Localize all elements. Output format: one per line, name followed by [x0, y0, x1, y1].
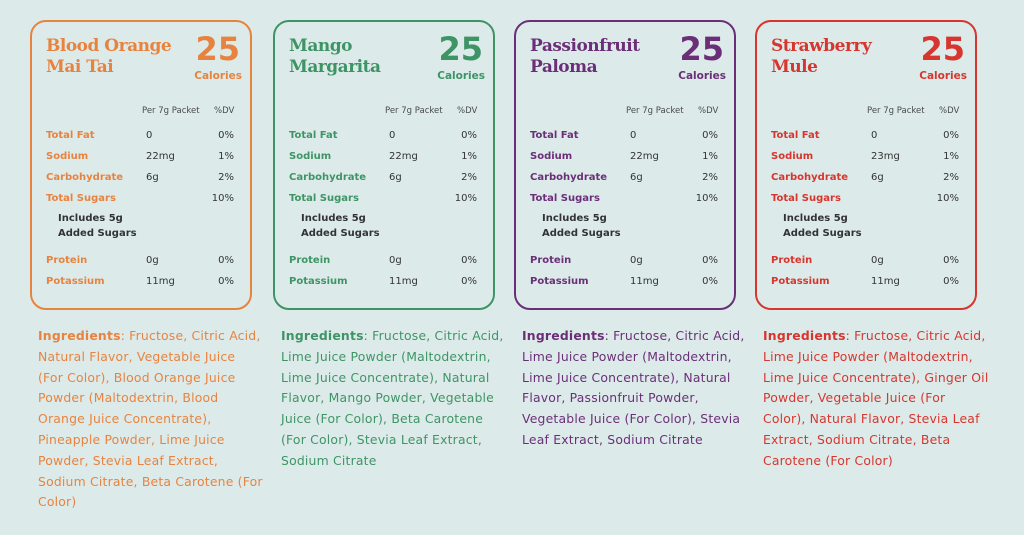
calories-value: 25 — [438, 30, 483, 68]
added-sugars-note: Includes 5g Added Sugars — [783, 213, 862, 239]
calories-value: 25 — [679, 30, 724, 68]
nutrient-row-total-fat: Total Fat 0 0% — [46, 130, 234, 141]
header-per-packet: Per 7g Packet — [867, 106, 925, 116]
header-dv: %DV — [939, 106, 960, 116]
calories-value: 25 — [195, 30, 240, 68]
calories-value: 25 — [920, 30, 965, 68]
header-dv: %DV — [698, 106, 719, 116]
ingredients-text: Ingredients: Fructose, Citric Acid, Lime… — [763, 328, 989, 468]
nutrition-panel: Blood Orange Mai Tai 25 Calories Per 7g … — [30, 20, 252, 310]
nutrient-row-carbohydrate: Carbohydrate 6g 2% — [771, 172, 959, 183]
nutrient-row-total-sugars: Total Sugars 10% — [46, 193, 234, 204]
ingredients-text: Ingredients: Fructose, Citric Acid, Lime… — [522, 328, 745, 447]
added-sugars-note: Includes 5g Added Sugars — [301, 213, 380, 239]
calories-label: Calories — [678, 70, 726, 82]
added-sugars-note: Includes 5g Added Sugars — [542, 213, 621, 239]
nutrient-row-potassium: Potassium 11mg 0% — [530, 276, 718, 287]
nutrient-row-potassium: Potassium 11mg 0% — [46, 276, 234, 287]
nutrient-row-total-sugars: Total Sugars 10% — [289, 193, 477, 204]
nutrient-row-total-fat: Total Fat 0 0% — [530, 130, 718, 141]
calories-label: Calories — [437, 70, 485, 82]
nutrition-panel: Mango Margarita 25 Calories Per 7g Packe… — [273, 20, 495, 310]
nutrient-row-protein: Protein 0g 0% — [530, 255, 718, 266]
ingredients-text: Ingredients: Fructose, Citric Acid, Natu… — [38, 328, 263, 510]
nutrient-row-total-fat: Total Fat 0 0% — [771, 130, 959, 141]
added-sugars-note: Includes 5g Added Sugars — [58, 213, 137, 239]
product-title: Blood Orange Mai Tai — [46, 36, 172, 77]
nutrient-row-sodium: Sodium 22mg 1% — [46, 151, 234, 162]
header-per-packet: Per 7g Packet — [142, 106, 200, 116]
product-title: Strawberry Mule — [771, 36, 872, 77]
calories-label: Calories — [919, 70, 967, 82]
nutrient-row-protein: Protein 0g 0% — [46, 255, 234, 266]
header-per-packet: Per 7g Packet — [626, 106, 684, 116]
product-title: Passionfruit Paloma — [530, 36, 640, 77]
nutrient-row-sodium: Sodium 22mg 1% — [289, 151, 477, 162]
nutrient-row-sodium: Sodium 22mg 1% — [530, 151, 718, 162]
nutrient-row-potassium: Potassium 11mg 0% — [289, 276, 477, 287]
nutrient-row-protein: Protein 0g 0% — [289, 255, 477, 266]
nutrient-row-total-fat: Total Fat 0 0% — [289, 130, 477, 141]
product-title: Mango Margarita — [289, 36, 381, 77]
nutrient-row-carbohydrate: Carbohydrate 6g 2% — [289, 172, 477, 183]
calories-label: Calories — [194, 70, 242, 82]
header-dv: %DV — [457, 106, 478, 116]
nutrient-row-potassium: Potassium 11mg 0% — [771, 276, 959, 287]
nutrition-panel: Passionfruit Paloma 25 Calories Per 7g P… — [514, 20, 736, 310]
product-column-mango-margarita: Mango Margarita 25 Calories Per 7g Packe… — [273, 20, 503, 472]
nutrient-row-carbohydrate: Carbohydrate 6g 2% — [46, 172, 234, 183]
nutrient-row-protein: Protein 0g 0% — [771, 255, 959, 266]
header-per-packet: Per 7g Packet — [385, 106, 443, 116]
header-dv: %DV — [214, 106, 235, 116]
product-column-strawberry-mule: Strawberry Mule 25 Calories Per 7g Packe… — [755, 20, 988, 472]
nutrition-panel: Strawberry Mule 25 Calories Per 7g Packe… — [755, 20, 977, 310]
nutrient-row-total-sugars: Total Sugars 10% — [771, 193, 959, 204]
nutrient-row-sodium: Sodium 23mg 1% — [771, 151, 959, 162]
product-column-blood-orange-mai-tai: Blood Orange Mai Tai 25 Calories Per 7g … — [30, 20, 262, 513]
product-column-passionfruit-paloma: Passionfruit Paloma 25 Calories Per 7g P… — [514, 20, 744, 451]
ingredients-text: Ingredients: Fructose, Citric Acid, Lime… — [281, 328, 504, 468]
nutrient-row-total-sugars: Total Sugars 10% — [530, 193, 718, 204]
nutrient-row-carbohydrate: Carbohydrate 6g 2% — [530, 172, 718, 183]
